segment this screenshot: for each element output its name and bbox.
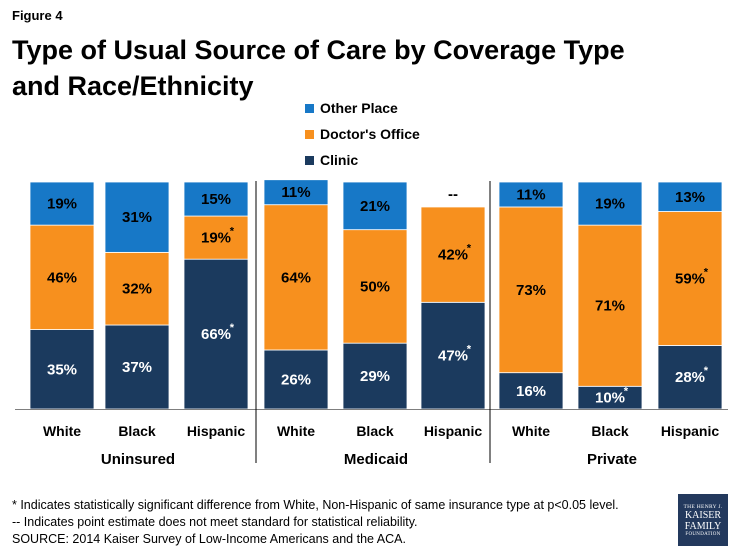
bar-label-other-6: 11% (516, 186, 545, 203)
bar-clinic-8 (657, 345, 723, 410)
legend-item-clinic: Clinic (305, 147, 420, 173)
x-tick-label-3: White (277, 423, 315, 439)
kff-logo: THE HENRY J. KAISER FAMILY FOUNDATION (678, 494, 728, 546)
x-tick-label-6: White (512, 423, 550, 439)
stacked-bar-chart: 35%46%19%White37%32%31%Black66%*19%*15%H… (15, 179, 728, 468)
bar-label-doctor-5: 42% (438, 247, 468, 264)
significance-marker-clinic-8: * (704, 365, 709, 377)
legend-swatch-clinic (305, 155, 314, 165)
figure-label: Figure 4 (12, 8, 63, 23)
chart-legend: Other Place Doctor's Office Clinic (305, 95, 420, 173)
bar-label-doctor-4: 50% (360, 278, 390, 295)
bar-other-3 (263, 179, 329, 206)
footnote-reliability: -- Indicates point estimate does not mee… (12, 515, 418, 529)
bar-label-clinic-3: 26% (281, 371, 311, 388)
bar-other-0 (29, 181, 95, 226)
legend-item-other: Other Place (305, 95, 420, 121)
bar-doctor-1 (104, 251, 170, 326)
bar-label-doctor-3: 64% (281, 269, 311, 286)
bar-other-2 (183, 181, 249, 217)
bar-label-other-3: 11% (281, 184, 310, 201)
x-tick-label-5: Hispanic (424, 423, 483, 439)
bar-other-8 (657, 181, 723, 212)
bar-label-clinic-7: 10% (595, 390, 625, 407)
significance-marker-clinic-7: * (624, 386, 629, 398)
group-label-medicaid: Medicaid (344, 451, 408, 468)
logo-line-3: FAMILY (684, 520, 722, 532)
group-label-uninsured: Uninsured (101, 451, 175, 468)
x-tick-label-2: Hispanic (187, 423, 246, 439)
bar-clinic-6 (498, 372, 564, 410)
bar-other-6 (498, 181, 564, 208)
bar-label-clinic-1: 37% (122, 359, 152, 376)
bar-label-other-4: 21% (360, 198, 390, 215)
x-tick-label-7: Black (591, 423, 629, 439)
footnote-source: SOURCE: 2014 Kaiser Survey of Low-Income… (12, 532, 406, 546)
logo-line-1: THE HENRY J. (683, 503, 723, 510)
legend-label-doctor: Doctor's Office (320, 126, 420, 142)
bar-label-doctor-1: 32% (122, 281, 152, 298)
significance-marker-doctor-5: * (467, 243, 472, 255)
bar-label-doctor-6: 73% (516, 282, 546, 299)
legend-swatch-doctor (305, 129, 314, 139)
bar-label-doctor-2: 19% (201, 230, 231, 247)
bar-doctor-3 (263, 204, 329, 351)
bar-label-doctor-8: 59% (675, 270, 705, 287)
bar-other-4 (342, 181, 408, 231)
bar-label-clinic-0: 35% (47, 361, 77, 378)
legend-item-doctor: Doctor's Office (305, 121, 420, 147)
group-label-private: Private (587, 451, 637, 468)
bar-clinic-2 (183, 258, 249, 410)
legend-swatch-other (305, 103, 314, 113)
footnotes: * Indicates statistically significant di… (12, 497, 619, 548)
bar-label-other-8: 13% (675, 189, 705, 206)
legend-label-clinic: Clinic (320, 152, 359, 168)
significance-marker-clinic-5: * (467, 344, 472, 356)
bar-doctor-7 (577, 224, 643, 387)
significance-marker-clinic-2: * (230, 322, 235, 334)
bar-doctor-2 (183, 215, 249, 260)
bar-label-clinic-8: 28% (675, 369, 705, 386)
x-tick-label-0: White (43, 423, 81, 439)
significance-marker-doctor-8: * (704, 266, 709, 278)
legend-label-other: Other Place (320, 100, 398, 116)
x-tick-label-8: Hispanic (661, 423, 720, 439)
bar-label-other-2: 15% (201, 191, 231, 208)
bar-clinic-5 (420, 301, 486, 410)
bar-doctor-6 (498, 206, 564, 374)
significance-marker-doctor-2: * (230, 226, 235, 238)
x-tick-label-4: Black (356, 423, 394, 439)
bar-doctor-8 (657, 211, 723, 346)
bar-label-clinic-5: 47% (438, 348, 468, 365)
bar-clinic-4 (342, 342, 408, 410)
x-tick-label-1: Black (118, 423, 156, 439)
bar-label-doctor-0: 46% (47, 269, 77, 286)
bar-label-clinic-4: 29% (360, 368, 390, 385)
logo-line-2: KAISER (684, 509, 722, 521)
bar-clinic-3 (263, 349, 329, 410)
bar-doctor-5 (420, 206, 486, 303)
bar-other-1 (104, 181, 170, 253)
bar-other-7 (577, 181, 643, 226)
bar-label-other-5: -- (448, 186, 458, 203)
bar-label-clinic-2: 66% (201, 326, 231, 343)
footnote-significance: * Indicates statistically significant di… (12, 498, 619, 512)
bar-label-other-0: 19% (47, 196, 77, 213)
bar-label-clinic-6: 16% (516, 383, 546, 400)
logo-line-4: FOUNDATION (685, 531, 721, 537)
bar-label-other-1: 31% (122, 209, 152, 226)
bar-label-other-7: 19% (595, 196, 625, 213)
bar-doctor-4 (342, 229, 408, 344)
chart-title: Type of Usual Source of Care by Coverage… (12, 35, 625, 101)
bar-label-doctor-7: 71% (595, 298, 625, 315)
